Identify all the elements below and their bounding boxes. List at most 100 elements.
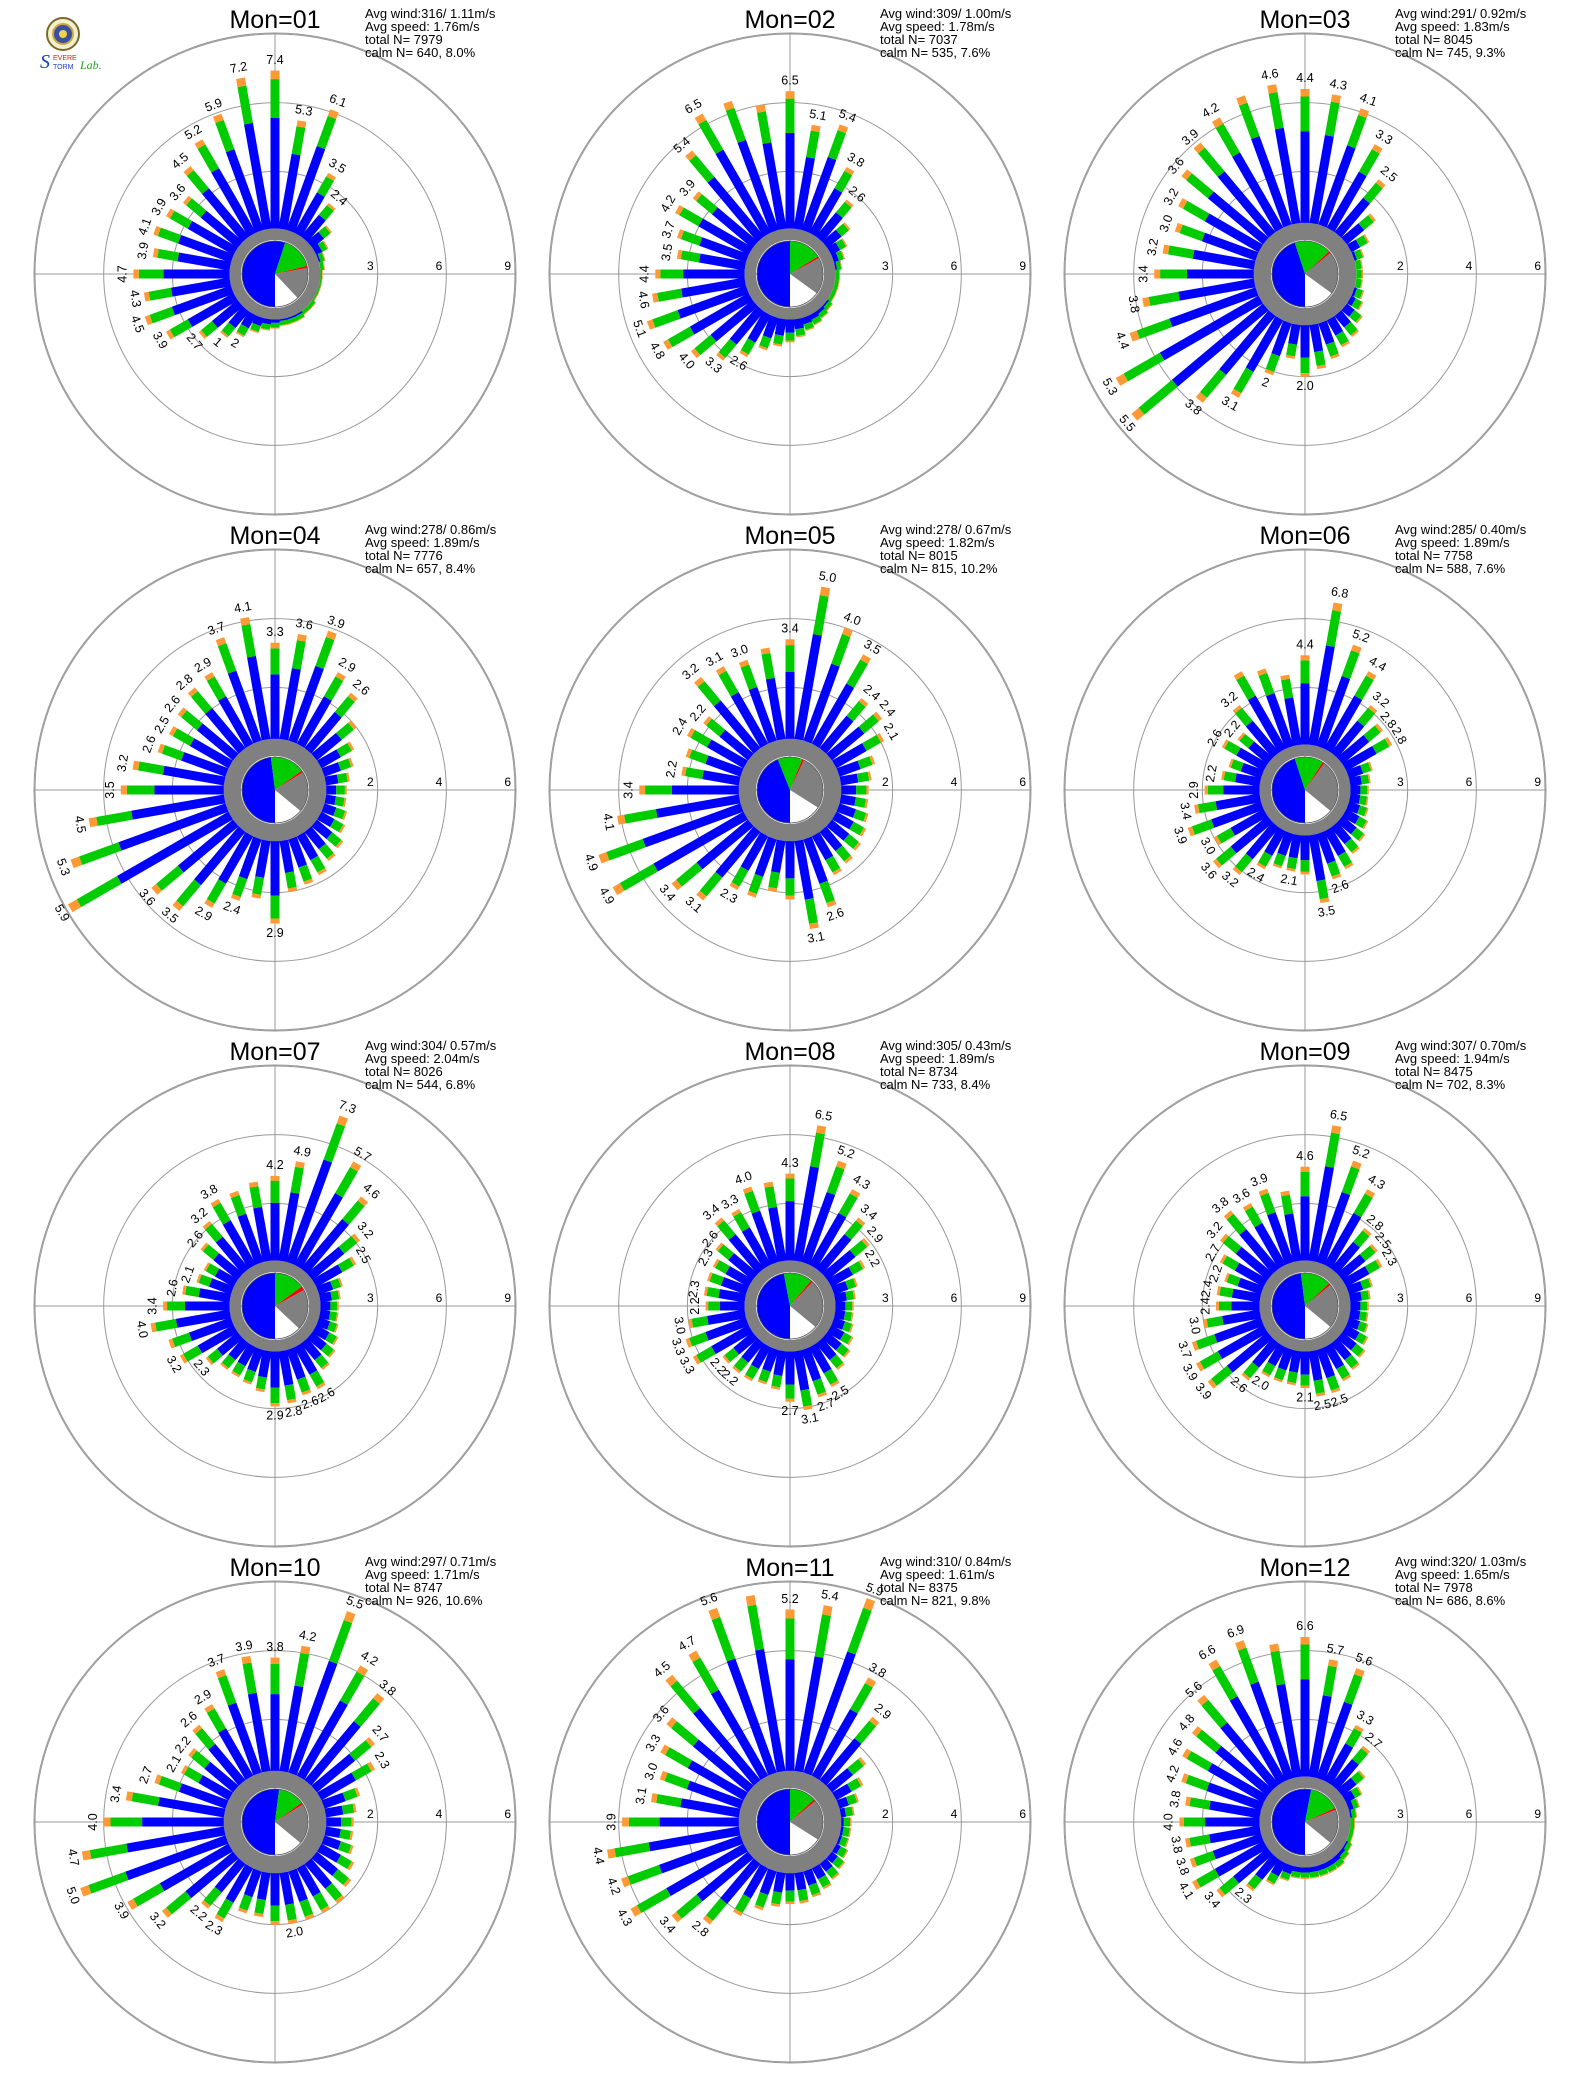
rose-bar-segment [729, 305, 765, 345]
wind-rose-panel: 2 4 63.45.04.03.52.42.42.12.63.12.33.13.44… [548, 522, 1032, 1032]
rose-bar-segment [215, 1236, 250, 1275]
ring-label: 6 [1466, 1807, 1473, 1821]
rose-bar-segment [165, 329, 175, 340]
rose-bar-segment [1360, 762, 1372, 774]
rose-bar-segment [711, 1324, 753, 1355]
rose-bar-segment [1357, 805, 1368, 817]
rose-bar-segment [768, 820, 783, 840]
rose-bar-segment [1316, 831, 1336, 864]
rose-bar-segment [237, 241, 252, 256]
rose-bar-segment [1351, 644, 1362, 654]
rose-bar-segment [172, 1332, 192, 1348]
calm-pie-slice [275, 770, 303, 790]
rose-bar-segment [1306, 222, 1319, 242]
rose-bar-segment [652, 310, 681, 328]
stat-total: total N= 8026 [365, 1064, 443, 1079]
bar-value-label: 3.8 [867, 1660, 889, 1681]
rose-bar-segment [1267, 808, 1282, 823]
bar-value-label: 2.7 [781, 1404, 798, 1418]
rose-bar-segment [748, 1319, 763, 1333]
rose-bar-segment [230, 1194, 247, 1217]
rose-bar-segment [1360, 1290, 1370, 1301]
bar-value-label: 6.5 [814, 1107, 834, 1124]
rose-bar-segment [242, 1329, 257, 1344]
rose-bar-segment [1349, 1825, 1355, 1835]
rose-bar-segment [1312, 304, 1327, 324]
rose-bar-segment [321, 1835, 342, 1850]
rose-bar-segment [1256, 862, 1266, 870]
rose-bar-segment [1284, 697, 1302, 747]
rose-bar-segment [1214, 1317, 1264, 1343]
rose-bar-segment [195, 1728, 216, 1750]
rose-bar-segment [680, 1798, 741, 1818]
calm-pie-outline [241, 240, 309, 308]
bar-value-label: 3.8 [198, 1182, 220, 1203]
rose-bar-segment [225, 1829, 245, 1844]
bar-value-label: 3.0 [1157, 213, 1176, 234]
ring-label: 9 [1534, 775, 1541, 789]
rose-bar-segment [230, 1286, 245, 1299]
bar-value-label: 2.7 [815, 1395, 836, 1414]
rose-bar-segment [699, 237, 749, 263]
rose-bar-segment [776, 1770, 789, 1790]
rose-bar-segment [1243, 1361, 1260, 1379]
rose-bar-segment [711, 1689, 769, 1780]
rose-bar-segment [1364, 807, 1369, 817]
rose-bar-segment [817, 1792, 837, 1809]
stat-total: total N= 8045 [1395, 32, 1473, 47]
rose-bar-segment [846, 659, 868, 688]
rose-bar-segment [1266, 1872, 1279, 1884]
rose-bar-segment [733, 1908, 743, 1917]
ring-label: 4 [436, 775, 443, 789]
rose-bar-segment [349, 1256, 357, 1266]
rose-bar-segment [1209, 1825, 1262, 1844]
rose-bar-segment [1211, 801, 1264, 828]
rose-bar-segment [808, 297, 823, 312]
rose-bar-segment [206, 1708, 227, 1733]
rose-bar-segment [293, 813, 312, 833]
bar-value-label: 2.0 [285, 1924, 305, 1941]
rose-bar-segment [1242, 1202, 1253, 1212]
bar-value-label: 3.3 [1373, 127, 1395, 148]
rose-bar-segment [803, 817, 820, 837]
rose-bar-segment [201, 1900, 211, 1909]
rose-bar-segment [276, 306, 288, 320]
bar-value-label: 4.1 [1358, 90, 1379, 109]
rose-bar-segment [258, 1349, 272, 1378]
rose-bar-segment [349, 1740, 372, 1761]
stat-avg-speed: Avg speed: 2.04m/s [365, 1051, 480, 1066]
rose-bar-segment [322, 240, 329, 249]
rose-bar-segment [282, 1852, 297, 1872]
rose-bar-segment [817, 308, 828, 318]
rose-bar-segment [803, 1264, 817, 1279]
bar-value-label: 2.4 [221, 899, 242, 918]
rose-bar-segment [323, 676, 344, 701]
rose-bar-segment [327, 109, 339, 119]
rose-bar-segment [1271, 320, 1292, 357]
rose-bar-segment [713, 700, 761, 754]
bar-value-label: 5.2 [1350, 1143, 1371, 1162]
panel-title: Mon=04 [229, 522, 320, 550]
rose-bar-segment [318, 1291, 332, 1303]
rose-bar-segment [693, 1707, 761, 1786]
rose-bar-segment [207, 1348, 223, 1364]
lab-seal-icon: S EVERE TORM Lab. [40, 17, 102, 73]
rose-bar-segment [1354, 259, 1362, 270]
rose-bar-segment [1259, 1809, 1273, 1821]
bar-value-label: 2.6 [140, 734, 159, 755]
calm-pie-slice [790, 1789, 815, 1822]
rose-bar-segment [755, 104, 766, 113]
rose-bar-segment [819, 586, 831, 597]
rose-bar-segment [1348, 1309, 1361, 1321]
rose-bar-segment [282, 1261, 295, 1276]
outer-ring [1063, 32, 1547, 516]
rose-bar-segment [1328, 292, 1348, 311]
calm-pie-slice [275, 1804, 309, 1844]
rose-bar-segment [212, 1202, 231, 1225]
rose-bar-segment [296, 1864, 321, 1897]
rose-bar-segment [1351, 846, 1360, 855]
rose-bar-segment [232, 753, 252, 772]
rose-bar-segment [291, 126, 306, 156]
rose-bar-segment [238, 747, 257, 767]
rose-bar-segment [717, 1220, 736, 1240]
